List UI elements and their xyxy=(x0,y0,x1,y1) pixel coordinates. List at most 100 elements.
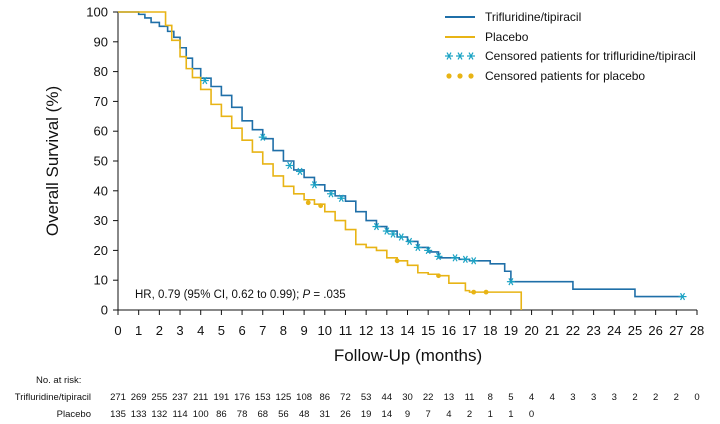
y-tick-label: 70 xyxy=(94,94,108,109)
censor-mark-trifluridine xyxy=(389,230,398,238)
survival-curves xyxy=(118,11,683,310)
risk-cell: 211 xyxy=(193,392,208,403)
risk-cell: 153 xyxy=(255,392,271,403)
censor-star-stroke xyxy=(338,194,344,202)
y-axis-title: Overall Survival (%) xyxy=(43,86,62,236)
censor-star-stroke xyxy=(680,292,686,301)
y-tick-label: 20 xyxy=(94,243,108,258)
x-tick-label: 3 xyxy=(176,323,183,338)
censor-mark-trifluridine xyxy=(337,194,346,202)
y-tick-label: 40 xyxy=(94,183,108,198)
x-tick-label: 16 xyxy=(442,323,456,338)
x-tick-label: 13 xyxy=(380,323,394,338)
censor-mark-trifluridine xyxy=(326,190,335,198)
hr-prefix: HR, 0.79 (95% CI, 0.62 to 0.99); xyxy=(135,289,302,301)
x-tick-label: 4 xyxy=(197,323,204,338)
x-tick-label: 20 xyxy=(524,323,538,338)
p-value: = .035 xyxy=(310,289,346,301)
censor-mark-trifluridine xyxy=(451,254,460,262)
x-ticks: 0 1 2 3 4 5 6 7 8 9 10 11 12 13 14 15 16 17 18 19 20 21 22 23 24… xyxy=(114,310,704,338)
legend-label: Censored patients for trifluridine/tipir… xyxy=(485,49,696,63)
x-tick-label: 15 xyxy=(421,323,435,338)
p-label: P xyxy=(302,289,310,301)
censor-star-stroke xyxy=(462,255,468,264)
risk-cell: 0 xyxy=(529,409,534,420)
risk-row-label: Trifluridine/tipiracil xyxy=(15,392,91,403)
x-tick-label: 12 xyxy=(359,323,373,338)
y-tick-label: 60 xyxy=(94,124,108,139)
risk-cell: 44 xyxy=(382,392,393,403)
risk-cell: 176 xyxy=(234,392,250,403)
legend-swatch-star xyxy=(445,52,453,60)
x-tick-label: 18 xyxy=(483,323,497,338)
x-tick-label: 22 xyxy=(566,323,580,338)
risk-cell: 31 xyxy=(319,409,330,420)
risk-cell: 11 xyxy=(465,392,475,403)
legend-swatch-dot xyxy=(468,73,474,79)
risk-cell: 133 xyxy=(131,409,147,420)
censor-star-stroke xyxy=(311,181,317,189)
censor-mark-trifluridine xyxy=(461,255,470,264)
legend-label: Placebo xyxy=(485,30,529,44)
risk-cell: 26 xyxy=(340,409,351,420)
y-ticks: 0 10 20 30 40 50 60 70 80 90 100 xyxy=(86,5,118,318)
censor-mark-trifluridine xyxy=(469,257,478,265)
risk-cell: 271 xyxy=(110,392,126,403)
censor-star-stroke xyxy=(468,52,474,60)
risk-cell: 3 xyxy=(570,392,575,403)
censor-star-stroke xyxy=(390,230,396,238)
censor-star-stroke xyxy=(457,52,463,60)
y-tick-label: 0 xyxy=(101,303,108,318)
censor-mark-trifluridine xyxy=(295,167,304,176)
risk-table-header: No. at risk: xyxy=(36,375,81,386)
risk-cell: 86 xyxy=(216,409,227,420)
risk-cell: 135 xyxy=(110,409,126,420)
censor-star-stroke xyxy=(436,252,442,261)
risk-cell: 56 xyxy=(278,409,289,420)
censor-mark-trifluridine xyxy=(397,233,406,241)
placebo-curve xyxy=(118,11,523,310)
risk-cell: 78 xyxy=(237,409,248,420)
risk-cell: 8 xyxy=(488,392,493,403)
risk-cell: 9 xyxy=(405,409,410,420)
risk-cell: 68 xyxy=(257,409,268,420)
risk-cell: 114 xyxy=(172,409,187,420)
x-tick-label: 9 xyxy=(300,323,307,338)
risk-cell: 2 xyxy=(632,392,637,403)
censor-star-stroke xyxy=(407,237,413,246)
risk-cell: 1 xyxy=(508,409,513,420)
censor-star-stroke xyxy=(373,222,379,231)
y-tick-label: 80 xyxy=(94,64,108,79)
y-tick-label: 50 xyxy=(94,154,108,169)
risk-cell: 4 xyxy=(550,392,555,403)
legend-label: Trifluridine/tipiracil xyxy=(485,10,581,24)
censor-marks xyxy=(200,76,687,301)
x-tick-label: 19 xyxy=(504,323,518,338)
x-tick-label: 27 xyxy=(669,323,683,338)
x-tick-label: 23 xyxy=(586,323,600,338)
legend-swatch-star xyxy=(456,52,464,60)
censor-mark-placebo xyxy=(483,289,489,295)
x-tick-label: 2 xyxy=(156,323,163,338)
censor-star-stroke xyxy=(452,254,458,262)
x-tick-label: 17 xyxy=(462,323,476,338)
censor-mark-trifluridine xyxy=(413,243,422,252)
censor-mark-trifluridine xyxy=(200,76,209,85)
legend-swatch-dot xyxy=(457,73,463,79)
censor-mark-placebo xyxy=(318,203,324,209)
censor-star-stroke xyxy=(415,243,421,252)
censor-mark-trifluridine xyxy=(382,227,391,235)
y-tick-label: 90 xyxy=(94,34,108,49)
censor-mark-placebo xyxy=(394,258,400,264)
x-tick-label: 10 xyxy=(318,323,332,338)
x-tick-label: 14 xyxy=(400,323,414,338)
censor-mark-trifluridine xyxy=(405,237,414,246)
risk-cell: 2 xyxy=(467,409,472,420)
censor-star-stroke xyxy=(508,277,514,286)
risk-cell: 237 xyxy=(172,392,188,403)
censor-star-stroke xyxy=(328,190,334,198)
risk-cell: 48 xyxy=(299,409,310,420)
censor-star-stroke xyxy=(471,257,477,265)
censor-star-stroke xyxy=(260,133,266,141)
